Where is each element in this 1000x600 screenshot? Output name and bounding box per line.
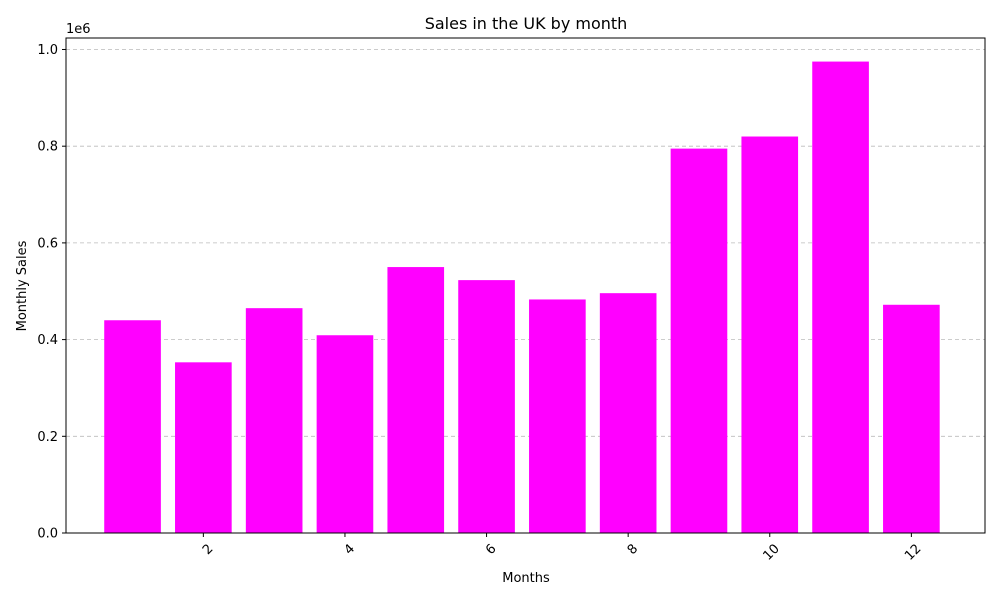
x-tick-label-2: 6 (483, 541, 499, 557)
bar-month-6 (458, 280, 515, 533)
plot-frame (65, 37, 986, 534)
bar-month-10 (741, 136, 799, 533)
bar-month-4 (316, 335, 374, 533)
bar-month-11 (812, 61, 869, 533)
x-tick-label-3: 8 (625, 541, 641, 557)
x-tick-label-5: 12 (902, 541, 924, 563)
bar-month-9 (670, 148, 728, 533)
y-tick-label-1: 0.2 (37, 430, 58, 445)
bar-month-1 (104, 320, 161, 533)
y-axis-label: Monthly Sales (15, 240, 30, 331)
y-tick-label-2: 0.4 (37, 333, 58, 348)
y-tick-label-3: 0.6 (37, 236, 58, 251)
chart-title: Sales in the UK by month (425, 14, 628, 33)
y-tick-label-0: 0.0 (37, 527, 58, 542)
bar-month-12 (883, 304, 940, 533)
bar-month-5 (387, 267, 445, 533)
bar-month-8 (599, 293, 657, 533)
bar-month-2 (175, 362, 232, 533)
y-tick-label-4: 0.8 (37, 140, 58, 155)
x-axis-label: Months (502, 571, 550, 586)
bars-layer (104, 61, 940, 533)
y-axis-offset-label: 1e6 (66, 22, 91, 37)
x-tick-label-0: 2 (200, 541, 216, 557)
bar-month-7 (529, 299, 586, 533)
x-tick-label-4: 10 (761, 541, 783, 563)
bar-month-3 (245, 308, 303, 533)
x-tick-label-1: 4 (342, 541, 358, 557)
y-tick-label-5: 1.0 (37, 43, 58, 58)
